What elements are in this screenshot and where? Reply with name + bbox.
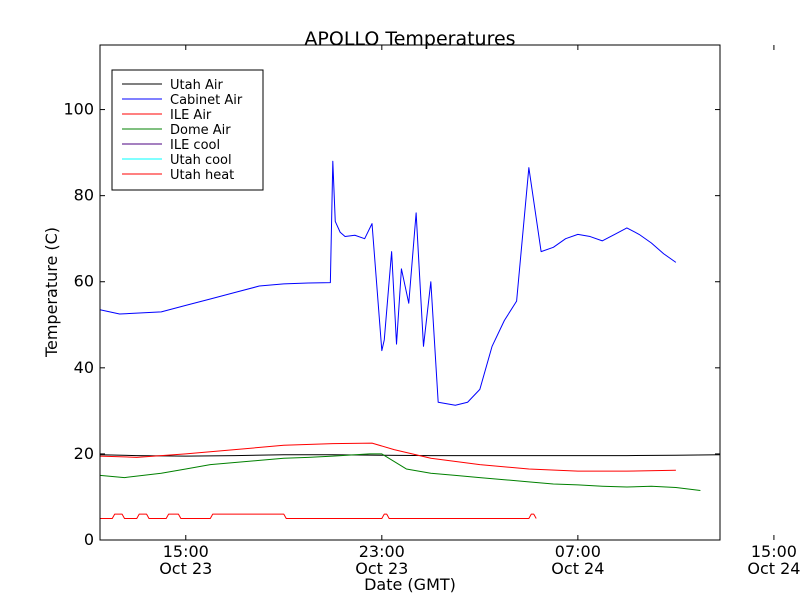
x-tick-date-label: Oct 23 [355,559,408,578]
x-axis-label: Date (GMT) [364,575,456,594]
y-tick-label: 60 [74,272,94,291]
series-line-dome-air [99,453,701,491]
plot-area-frame [99,44,721,541]
x-tick-label: 07:00 [555,542,601,561]
y-tick-label: 80 [74,186,94,205]
x-tick-label: 15:00 [163,542,209,561]
y-tick-label: 40 [74,358,94,377]
x-tick-date-label: Oct 24 [747,559,800,578]
x-tick-label: 15:00 [751,542,797,561]
y-axis-label: Temperature (C) [42,227,61,358]
series-layer [99,160,721,519]
series-line-cabinet-air [99,160,677,406]
legend-label-utah-air: Utah Air [170,78,223,93]
chart-title: APOLLO Temperatures [304,28,515,50]
legend-label-cabinet-air: Cabinet Air [170,93,243,108]
series-line-utah-heat [100,513,537,519]
x-tick-date-label: Oct 24 [551,559,604,578]
legend-label-utah-cool: Utah cool [170,153,232,168]
series-line-ile-air [99,442,676,472]
legend-label-utah-heat: Utah heat [170,168,234,183]
x-tick-date-label: Oct 23 [159,559,212,578]
y-axis: 0 20 40 60 80 100 [63,100,720,549]
legend-frame [111,69,264,191]
y-tick-label: 20 [74,444,94,463]
y-tick-label: 0 [84,530,94,549]
series-line-utah-air [99,454,721,457]
x-tick-label: 23:00 [359,542,405,561]
legend-label-ile-cool: ILE cool [170,138,220,153]
legend-label-dome-air: Dome Air [170,123,231,138]
y-tick-label: 100 [63,100,94,119]
legend-label-ile-air: ILE Air [170,108,212,123]
